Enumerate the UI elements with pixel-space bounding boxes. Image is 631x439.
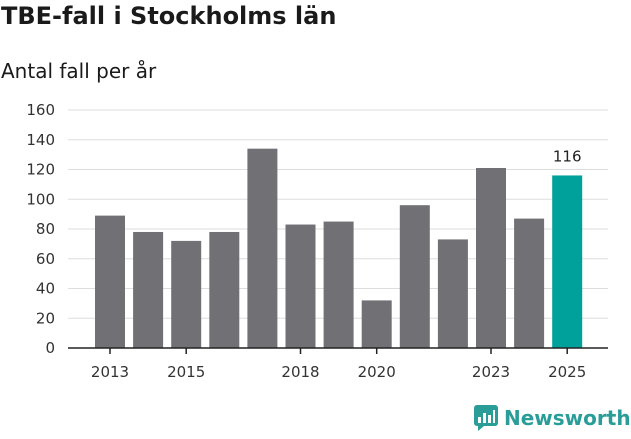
bar [171,240,202,348]
bar [247,148,278,348]
bar-data-label: 116 [553,147,582,165]
chart-title: TBE-fall i Stockholms län [1,2,337,30]
y-tick-label: 0 [45,339,55,357]
newsworthy-logo-icon [474,405,498,431]
bar [209,231,240,348]
bar [323,221,354,348]
y-tick-label: 20 [36,309,55,327]
y-tick-label: 40 [36,280,55,298]
brand-logo: Newsworthy [474,405,631,431]
chart-subtitle: Antal fall per år [1,59,157,83]
brand-name: Newsworthy [504,406,631,430]
y-tick-label: 80 [36,220,55,238]
bar [133,231,164,348]
bar [95,215,125,348]
bar [514,218,545,348]
x-tick-label: 2023 [472,363,510,381]
bar [285,224,316,348]
x-tick-label: 2020 [358,363,396,381]
x-tick-label: 2015 [167,363,205,381]
bar [476,168,506,348]
bar-highlight [552,175,583,348]
y-tick-label: 160 [26,101,55,119]
x-tick-label: 2025 [548,363,586,381]
y-tick-label: 60 [36,250,55,268]
y-tick-label: 120 [26,161,55,179]
y-tick-label: 100 [26,190,55,208]
y-tick-label: 140 [26,131,55,149]
x-tick-label: 2013 [91,363,129,381]
x-tick-label: 2018 [281,363,319,381]
bar [437,239,468,348]
bar [399,205,430,348]
bar [361,300,392,348]
